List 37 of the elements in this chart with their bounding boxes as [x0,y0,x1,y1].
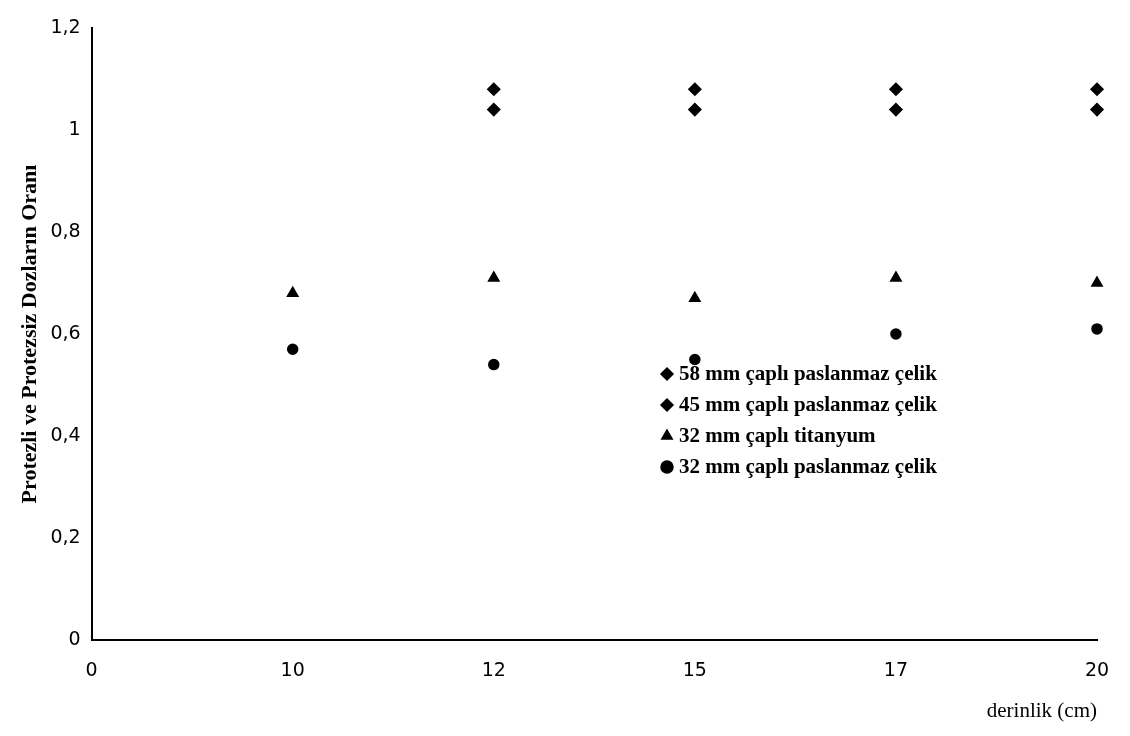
point [1090,102,1104,117]
y-tick-label: 0,2 [50,524,81,547]
point [1091,323,1103,335]
point [688,291,701,303]
x-axis-title: derinlik (cm) [986,697,1097,722]
x-tick-label: 20 [1084,658,1110,681]
point [890,328,902,340]
point [889,271,902,282]
point [487,271,500,282]
y-tick-label: 1,2 [50,14,81,37]
point [689,353,701,366]
x-tick-label: 0 [85,658,98,681]
x-tick-label: 17 [883,658,909,681]
x-tick-label: 10 [280,658,305,681]
point [889,102,903,117]
legend-label: 45 mm çaplı paslanmaz çelik [679,392,938,417]
point [889,82,903,96]
y-tick-label: 0,6 [50,320,81,343]
x-tick-label: 15 [682,658,707,681]
y-tick-label: 0 [68,626,81,649]
point [286,343,299,356]
point [488,358,500,371]
point [1091,276,1103,287]
point [286,286,299,297]
point [487,82,501,96]
x-tick-label: 12 [481,658,506,681]
legend-label: 32 mm çaplı paslanmaz çelik [679,454,938,479]
point [688,82,702,96]
point [688,102,702,117]
y-tick-label: 0,8 [50,218,81,241]
legend-label: 32 mm çaplı titanyum [679,423,877,448]
point [487,102,501,117]
y-axis-title: Protezli ve Protezsiz Dozların Oranı [15,164,41,504]
point [1090,82,1104,96]
y-tick-label: 0,4 [50,422,81,445]
y-tick-label: 1 [68,116,81,139]
legend-label: 58 mm çaplı paslanmaz çelik [679,361,938,386]
